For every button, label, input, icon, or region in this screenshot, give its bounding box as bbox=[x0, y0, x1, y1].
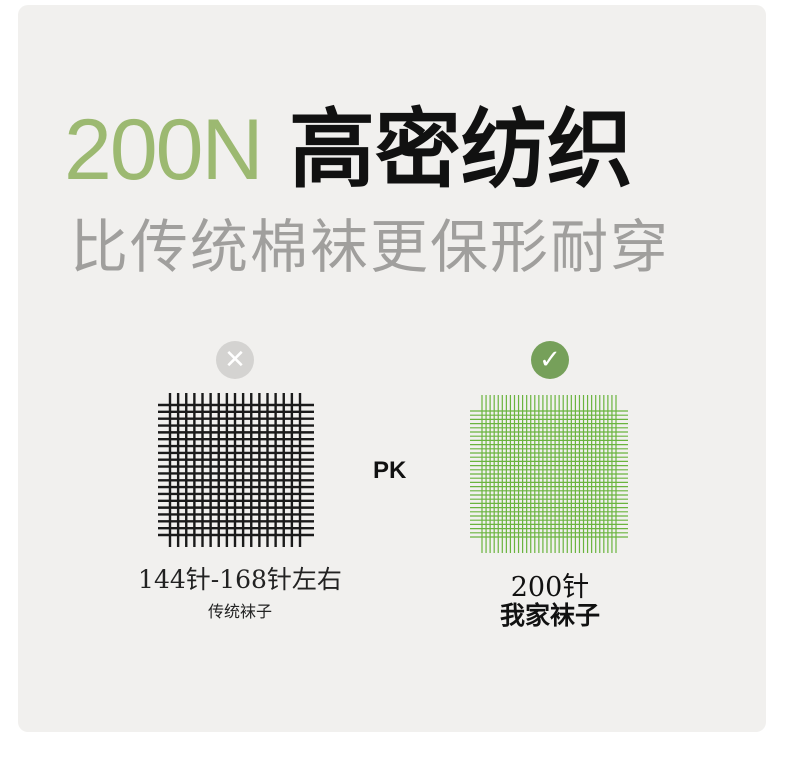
check-icon: ✓ bbox=[531, 341, 569, 379]
headline-number: 200N bbox=[64, 102, 264, 198]
our-name: 我家袜子 bbox=[499, 601, 600, 630]
dense-weave-grid bbox=[470, 395, 628, 553]
product-card bbox=[18, 5, 766, 732]
our-count-label: 200针 bbox=[510, 572, 590, 603]
pk-label: PK bbox=[373, 457, 407, 484]
headline: 200N 高密纺织 bbox=[64, 100, 633, 200]
traditional-weave-grid bbox=[158, 393, 314, 547]
headline-text: 高密纺织 bbox=[288, 100, 633, 200]
traditional-count-label: 144针-168针左右 bbox=[138, 565, 342, 594]
cross-icon: ✕ bbox=[216, 341, 254, 379]
traditional-name: 传统袜子 bbox=[207, 602, 272, 621]
subtitle: 比传统棉袜更保形耐穿 bbox=[70, 213, 671, 281]
